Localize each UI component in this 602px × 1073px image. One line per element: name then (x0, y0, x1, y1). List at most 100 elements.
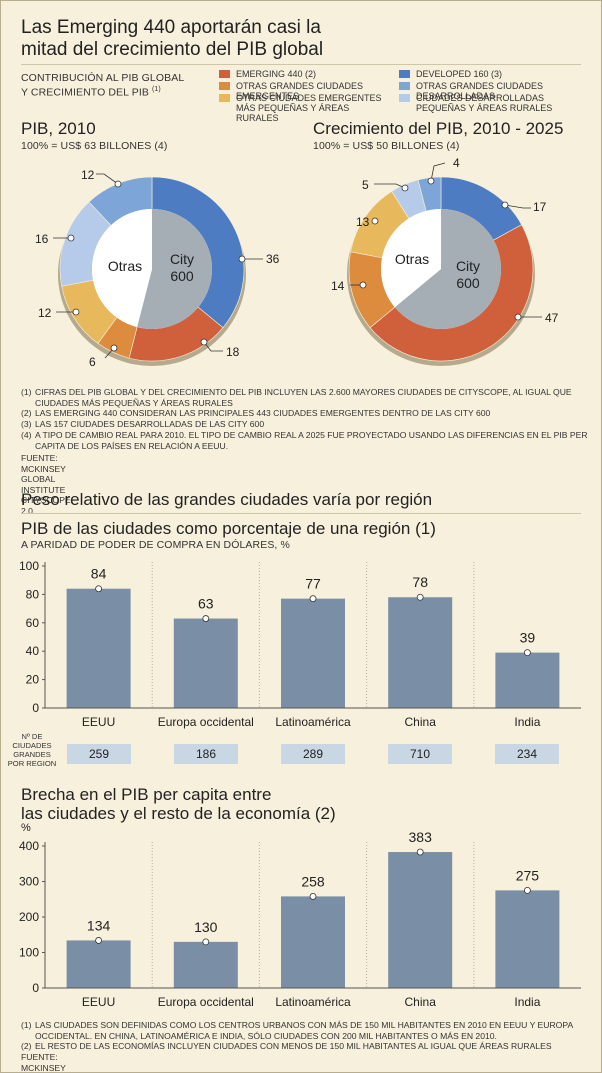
bar-marker (416, 848, 424, 856)
legend-swatch (399, 82, 410, 90)
donut-chart-growth (347, 176, 535, 366)
marker-dot (359, 281, 367, 289)
leader-line (504, 204, 531, 209)
category-label: India (514, 715, 540, 729)
bar-marker (524, 886, 531, 894)
pie1-value-labels: 36 18 6 12 16 12 (35, 168, 280, 369)
bar (281, 896, 345, 988)
donut-inner-otras-segment (381, 209, 441, 308)
footnote-text: CIFRAS DEL PIB GLOBAL Y DEL CRECIMIENTO … (35, 387, 572, 408)
pie2-markers (359, 177, 522, 321)
footnote-text: LAS CIUDADES SON DEFINIDAS COMO LOS CENT… (35, 1020, 573, 1041)
pie1-markers (67, 180, 246, 352)
bar-chart2-title-line2: las ciudades y el resto de la economía (… (21, 804, 336, 823)
legend-swatch (399, 94, 410, 102)
subtitle-note: (1) (151, 86, 161, 93)
marker-dot (427, 177, 435, 185)
donut-inner-otras-segment (91, 209, 152, 328)
pie1-label-small-developed: 16 (35, 232, 49, 246)
legend-label: CIUDADES DESARROLLADAS PEQUEÑAS Y ÁREAS … (416, 93, 553, 113)
legend-swatch (399, 70, 410, 78)
y-tick-label: 80 (26, 587, 40, 601)
marker-dot (501, 201, 509, 209)
marker-dot (238, 255, 246, 263)
pie2-otras-label: Otras (395, 251, 429, 267)
city-count-india: 234 (495, 744, 559, 764)
footnote-text: A TIPO DE CAMBIO REAL PARA 2010. EL TIPO… (35, 430, 588, 451)
section2-heading: Peso relativo de las grandes ciudades va… (21, 490, 433, 509)
bar (173, 618, 238, 708)
bar-value-label: 84 (91, 566, 107, 582)
footnote-number: (4) (21, 430, 32, 440)
y-tick-label: 60 (26, 616, 40, 630)
bar-chart1-title: PIB de las ciudades como porcentaje de u… (21, 519, 436, 538)
footnote-text: EL RESTO DE LAS ECONOMÍAS INCLUYEN CIUDA… (35, 1041, 552, 1051)
bar-value-label: 78 (412, 574, 428, 590)
category-label: Latinoamérica (275, 995, 351, 1009)
bar-chart2-gridlines (42, 842, 475, 989)
legend-swatch (219, 82, 230, 90)
bar-marker (202, 615, 210, 622)
footnote-text: LAS 157 CIUDADES DESARROLLADAS DE LAS CI… (35, 419, 265, 429)
marker-dot (110, 344, 118, 352)
bar-value-label: 39 (520, 630, 536, 646)
marker-dot (67, 234, 75, 242)
marker-dot (114, 180, 122, 188)
pie1-title: PIB, 2010 (21, 119, 96, 138)
legend-swatch (219, 94, 230, 102)
legend-swatch (219, 70, 230, 78)
bar (66, 588, 131, 708)
marker-dot (401, 184, 409, 192)
donut-inner-city-segment (394, 209, 502, 329)
main-title-line2: mitad del crecimiento del PIB global (21, 39, 324, 60)
bar-marker (95, 585, 102, 593)
pie2-leader-lines (350, 162, 542, 318)
y-tick-label: 20 (26, 673, 40, 687)
marker-dot (72, 308, 80, 316)
bar-chart2-bars: 134 130 258 383 275 (66, 831, 560, 988)
bar-marker (95, 937, 102, 944)
y-tick-label: 0 (32, 701, 39, 715)
pie2-label-other-large-developed: 4 (453, 156, 460, 170)
bar-marker (309, 595, 317, 603)
y-tick-label: 400 (19, 839, 39, 853)
bar-chart-gdp-gap: 0 100 200 300 400 134 130 258 383 275 EEUU Europa… (19, 831, 581, 1009)
legend-label: OTRAS GRANDES CIUDADES DESARROLLADAS (416, 81, 544, 101)
y-tick-label: 200 (19, 910, 39, 924)
legend-label: OTRAS CIUDADES EMERGENTES MÁS PEQUEÑAS Y… (236, 93, 382, 123)
pie1-city-600-label: 600 (170, 268, 194, 284)
main-title-line1: Las Emerging 440 aportarán casi la (21, 17, 321, 38)
bar-value-label: 258 (301, 873, 325, 889)
donut-chart-2010 (58, 176, 246, 366)
bar (495, 652, 560, 708)
legend-label: OTRAS GRANDES CIUDADES EMERGENTES (236, 81, 364, 101)
pie1-label-other-large-emerging: 6 (89, 355, 96, 369)
footnote-number: (2) (21, 1041, 32, 1051)
pie1-label-small-emerging: 12 (38, 306, 52, 320)
bar-chart1-subtitle: A PARIDAD DE PODER DE COMPRA EN DÓLARES,… (21, 539, 290, 551)
pie2-label-small-emerging: 13 (356, 215, 370, 229)
divider (21, 513, 581, 514)
bar (173, 941, 238, 988)
source-text: FUENTE: MCKINSEY GLOBAL INSTITUTE CITYSC… (21, 453, 71, 516)
bar-chart2-title-line1: Brecha en el PIB per capita entre (21, 785, 272, 804)
pie1-otras-label: Otras (108, 258, 142, 274)
city-count-latam: 289 (281, 744, 345, 764)
footnote-number: (2) (21, 408, 32, 418)
subtitle-line2: Y CRECIMIENTO DEL PIB (1) (21, 84, 161, 99)
bar-marker (524, 649, 531, 657)
bar (388, 597, 453, 708)
y-tick-label: 300 (19, 875, 39, 889)
pie1-label-developed: 36 (266, 252, 280, 266)
city-count-europa: 186 (174, 744, 238, 764)
bar-chart1-categories: EEUU Europa occidental Latinoamérica China I… (82, 715, 541, 729)
footnote-number: (1) (21, 387, 32, 397)
pie2-label-other-large-emerging: 14 (331, 279, 345, 293)
divider (21, 64, 581, 65)
pie1-subtitle: 100% = US$ 63 BILLONES (4) (21, 140, 168, 152)
bar-chart1-bars: 84 63 77 78 39 (66, 566, 560, 708)
marker-dot (200, 338, 208, 346)
category-label: EEUU (82, 995, 115, 1009)
leader-line (430, 162, 446, 182)
pie2-label-developed: 17 (533, 200, 547, 214)
